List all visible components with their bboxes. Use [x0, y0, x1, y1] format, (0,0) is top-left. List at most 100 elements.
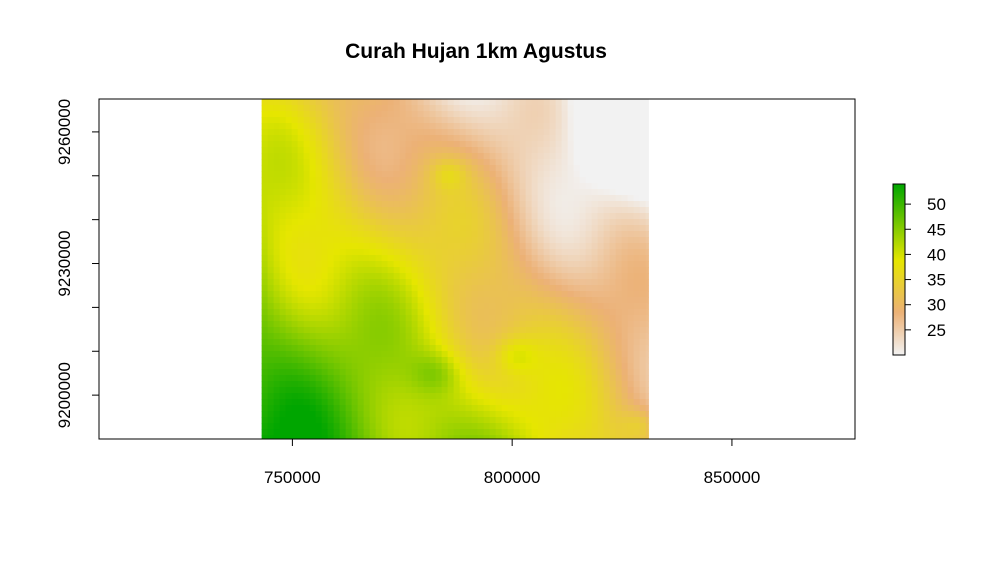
raster-cell	[579, 105, 587, 112]
raster-cell	[615, 375, 623, 382]
raster-cell	[633, 399, 641, 406]
raster-cell	[495, 213, 503, 220]
raster-cell	[549, 321, 557, 328]
raster-cell	[411, 237, 419, 244]
raster-cell	[525, 243, 533, 250]
raster-cell	[417, 123, 425, 130]
raster-cell	[465, 165, 473, 172]
raster-cell	[441, 423, 449, 430]
raster-cell	[543, 387, 551, 394]
raster-cell	[639, 165, 647, 172]
raster-cell	[327, 333, 335, 340]
raster-cell	[393, 261, 401, 268]
raster-cell	[327, 147, 335, 154]
raster-cell	[531, 309, 539, 316]
raster-cell	[555, 225, 563, 232]
raster-cell	[405, 189, 413, 196]
raster-cell	[453, 105, 461, 112]
raster-cell	[639, 429, 647, 436]
raster-cell	[591, 231, 599, 238]
raster-cell	[261, 285, 269, 292]
raster-cell	[291, 99, 299, 106]
raster-cell	[561, 111, 569, 118]
raster-cell	[615, 219, 623, 226]
raster-cell	[489, 237, 497, 244]
raster-cell	[483, 357, 491, 364]
raster-cell	[357, 195, 365, 202]
raster-cell	[357, 381, 365, 388]
raster-cell	[321, 369, 329, 376]
raster-cell	[483, 219, 491, 226]
raster-cell	[585, 117, 593, 124]
raster-cell	[555, 339, 563, 346]
raster-cell	[405, 357, 413, 364]
raster-cell	[435, 363, 443, 370]
raster-cell	[627, 279, 635, 286]
raster-cell	[459, 309, 467, 316]
raster-cell	[321, 399, 329, 406]
raster-cell	[579, 255, 587, 262]
raster-cell	[471, 183, 479, 190]
raster-cell	[495, 309, 503, 316]
raster-cell	[279, 339, 287, 346]
raster-cell	[609, 171, 617, 178]
raster-cell	[639, 231, 647, 238]
raster-cell	[519, 387, 527, 394]
raster-cell	[447, 135, 455, 142]
raster-cell	[621, 333, 629, 340]
raster-cell	[525, 297, 533, 304]
raster-cell	[399, 261, 407, 268]
raster-cell	[285, 219, 293, 226]
raster-cell	[279, 267, 287, 274]
raster-cell	[477, 189, 485, 196]
raster-cell	[441, 369, 449, 376]
raster-cell	[621, 249, 629, 256]
raster-cell	[309, 291, 317, 298]
raster-cell	[399, 333, 407, 340]
raster-cell	[267, 141, 275, 148]
raster-cell	[573, 273, 581, 280]
raster-cell	[627, 195, 635, 202]
raster-cell	[495, 381, 503, 388]
raster-cell	[585, 363, 593, 370]
raster-cell	[303, 417, 311, 424]
raster-cell	[597, 207, 605, 214]
raster-cell	[453, 357, 461, 364]
raster-cell	[555, 417, 563, 424]
raster-cell	[339, 405, 347, 412]
raster-cell	[543, 249, 551, 256]
raster-cell	[453, 267, 461, 274]
raster-cell	[495, 231, 503, 238]
raster-cell	[351, 405, 359, 412]
raster-cell	[495, 105, 503, 112]
raster-cell	[387, 243, 395, 250]
raster-cell	[537, 117, 545, 124]
raster-cell	[315, 417, 323, 424]
raster-cell	[603, 267, 611, 274]
raster-cell	[573, 405, 581, 412]
raster-cell	[483, 363, 491, 370]
raster-cell	[573, 261, 581, 268]
raster-cell	[381, 249, 389, 256]
raster-cell	[447, 105, 455, 112]
raster-cell	[537, 99, 545, 106]
raster-cell	[549, 393, 557, 400]
raster-cell	[609, 339, 617, 346]
raster-cell	[585, 219, 593, 226]
raster-cell	[465, 243, 473, 250]
raster-cell	[573, 135, 581, 142]
raster-cell	[381, 207, 389, 214]
raster-cell	[351, 279, 359, 286]
raster-cell	[297, 153, 305, 160]
raster-cell	[363, 231, 371, 238]
raster-cell	[531, 171, 539, 178]
raster-cell	[351, 195, 359, 202]
raster-cell	[357, 321, 365, 328]
raster-cell	[315, 171, 323, 178]
raster-cell	[327, 213, 335, 220]
raster-cell	[417, 297, 425, 304]
raster-cell	[297, 321, 305, 328]
raster-cell	[495, 369, 503, 376]
raster-cell	[477, 429, 485, 436]
raster-cell	[459, 363, 467, 370]
